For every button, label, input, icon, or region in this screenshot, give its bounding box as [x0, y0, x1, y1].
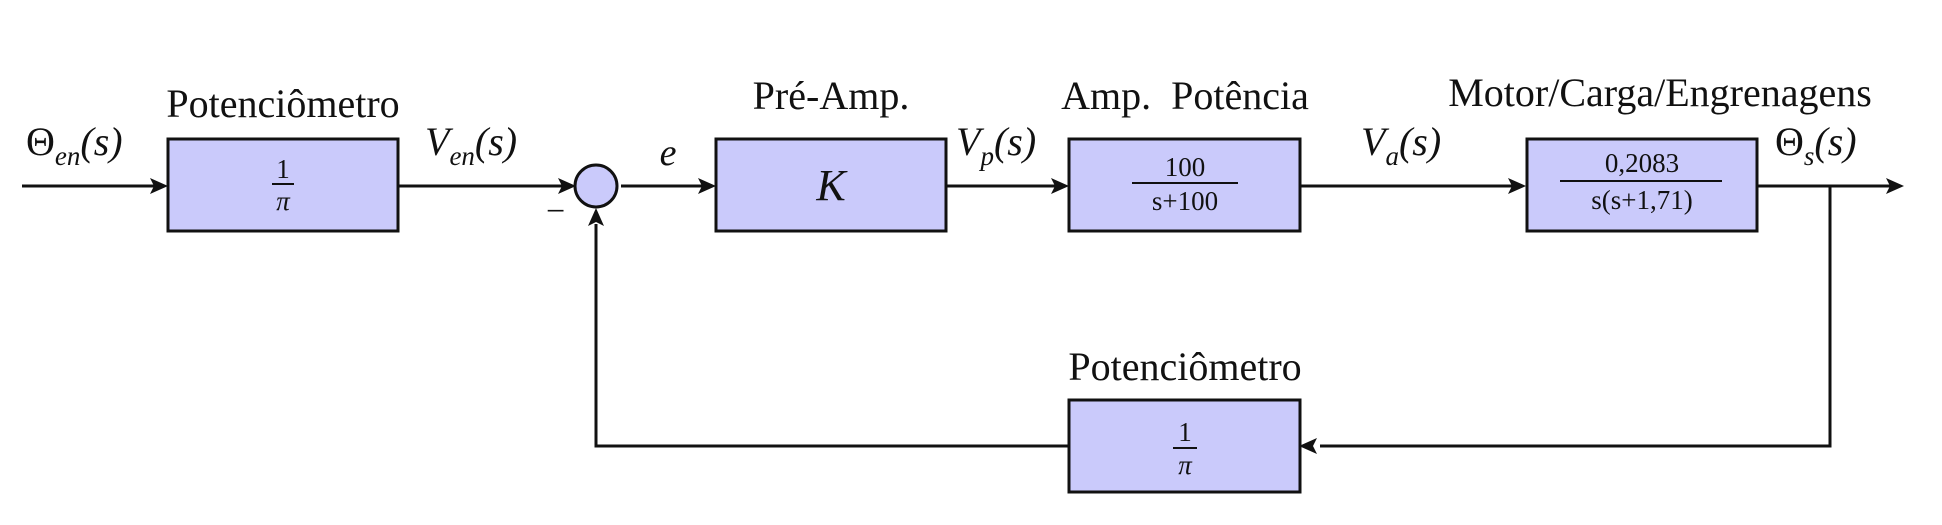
signal-v-en-label: Ven(s)	[425, 119, 517, 171]
tf-numerator: 1	[276, 154, 290, 184]
arrowhead-output	[1886, 178, 1904, 194]
tf-denominator: π	[1178, 450, 1193, 480]
wire-feedback-out	[1320, 186, 1832, 448]
signal-argument: (s)	[1399, 119, 1441, 164]
tf-numerator: 100	[1165, 152, 1206, 182]
block-box	[1067, 398, 1302, 494]
summing-junction	[573, 163, 619, 209]
signal-subscript: a	[1385, 141, 1399, 171]
signal-argument: (s)	[475, 119, 517, 164]
block-title: Pré-Amp.	[753, 73, 910, 118]
block-box	[1525, 137, 1759, 233]
arrowheads	[150, 178, 1904, 454]
signal-argument: (s)	[994, 119, 1036, 164]
signal-subscript: en	[449, 141, 474, 171]
block-title: Potenciômetro	[166, 81, 399, 126]
signal-error-label: e	[660, 132, 677, 174]
block-power-amp: Amp. Potência 100 s+100	[1061, 73, 1309, 233]
arrowhead-summer-minus	[588, 208, 604, 226]
signal-base: V	[1361, 119, 1390, 164]
block-title: Motor/Carga/Engrenagens	[1448, 70, 1872, 115]
arrowhead-power-amp	[1051, 178, 1069, 194]
signal-v-a-label: Va(s)	[1361, 119, 1441, 171]
arrowhead-motor	[1508, 178, 1526, 194]
signal-subscript: p	[978, 141, 994, 171]
block-title: Potenciômetro	[1068, 344, 1301, 389]
block-feedback-potentiometer: Potenciômetro 1 π	[1067, 344, 1302, 494]
tf-denominator: s+100	[1152, 186, 1218, 216]
arrowhead-preamp	[698, 178, 716, 194]
tf-denominator: π	[276, 186, 291, 216]
block-motor-load-gears: Motor/Carga/Engrenagens 0,2083 s(s+1,71)	[1448, 70, 1872, 233]
arrowhead-summer	[558, 178, 576, 194]
signal-base: V	[425, 119, 454, 164]
signal-argument: (s)	[80, 119, 122, 164]
wire-feedback-in	[594, 224, 1068, 448]
signal-output-label: Θs(s)	[1775, 119, 1857, 171]
signal-wires	[22, 184, 1890, 448]
signal-base: Θ	[1775, 119, 1804, 164]
signal-input-label: Θen(s)	[26, 119, 123, 171]
tf-numerator: 1	[1178, 417, 1192, 447]
block-box	[714, 137, 948, 233]
signal-v-p-label: Vp(s)	[956, 119, 1036, 171]
signal-subscript: s	[1804, 141, 1815, 171]
arrowhead-feedback-pot	[1299, 438, 1317, 454]
block-box	[1067, 137, 1302, 233]
signal-base: Θ	[26, 119, 55, 164]
block-preamp: Pré-Amp. K	[714, 73, 948, 233]
block-title: Amp. Potência	[1061, 73, 1309, 118]
block-input-potentiometer: Potenciômetro 1 π	[166, 81, 400, 233]
gain-label: K	[815, 161, 848, 210]
arrowhead-input	[150, 178, 168, 194]
signal-subscript: en	[55, 141, 80, 171]
minus-sign: −	[546, 193, 565, 230]
tf-numerator: 0,2083	[1605, 148, 1679, 178]
signal-base: V	[956, 119, 985, 164]
signal-argument: (s)	[1814, 119, 1856, 164]
tf-denominator: s(s+1,71)	[1591, 185, 1692, 215]
